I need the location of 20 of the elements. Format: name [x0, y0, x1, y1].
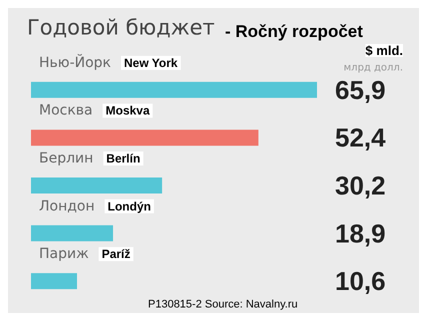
chart-title: Годовой бюджет: [27, 16, 215, 40]
annotation: Londýn: [108, 199, 151, 214]
y-tick-label: Нью-Йорк: [39, 54, 111, 71]
y-tick-label: Лондон: [39, 198, 95, 214]
text: $ mld.: [365, 43, 404, 58]
annotation: Berlín: [106, 152, 140, 166]
y-tick-label: Париж: [39, 246, 90, 262]
text: млрд долл.: [344, 62, 404, 74]
text: P130815-2 Source: Navalny.ru: [148, 298, 298, 310]
annotation: Paríž: [102, 247, 130, 262]
annotation: Moskva: [106, 104, 150, 118]
y-tick-label: Берлин: [39, 150, 94, 166]
data-label: 65,9: [335, 74, 386, 105]
y-tick-label: Москва: [39, 102, 93, 119]
data-label: 52,4: [335, 122, 386, 153]
data-label: 18,9: [335, 218, 386, 248]
chart-subtitle: - Ročný rozpočet: [225, 22, 364, 41]
data-label: 10,6: [335, 266, 386, 296]
annotation: New York: [124, 56, 178, 70]
data-label: 30,2: [335, 170, 386, 200]
